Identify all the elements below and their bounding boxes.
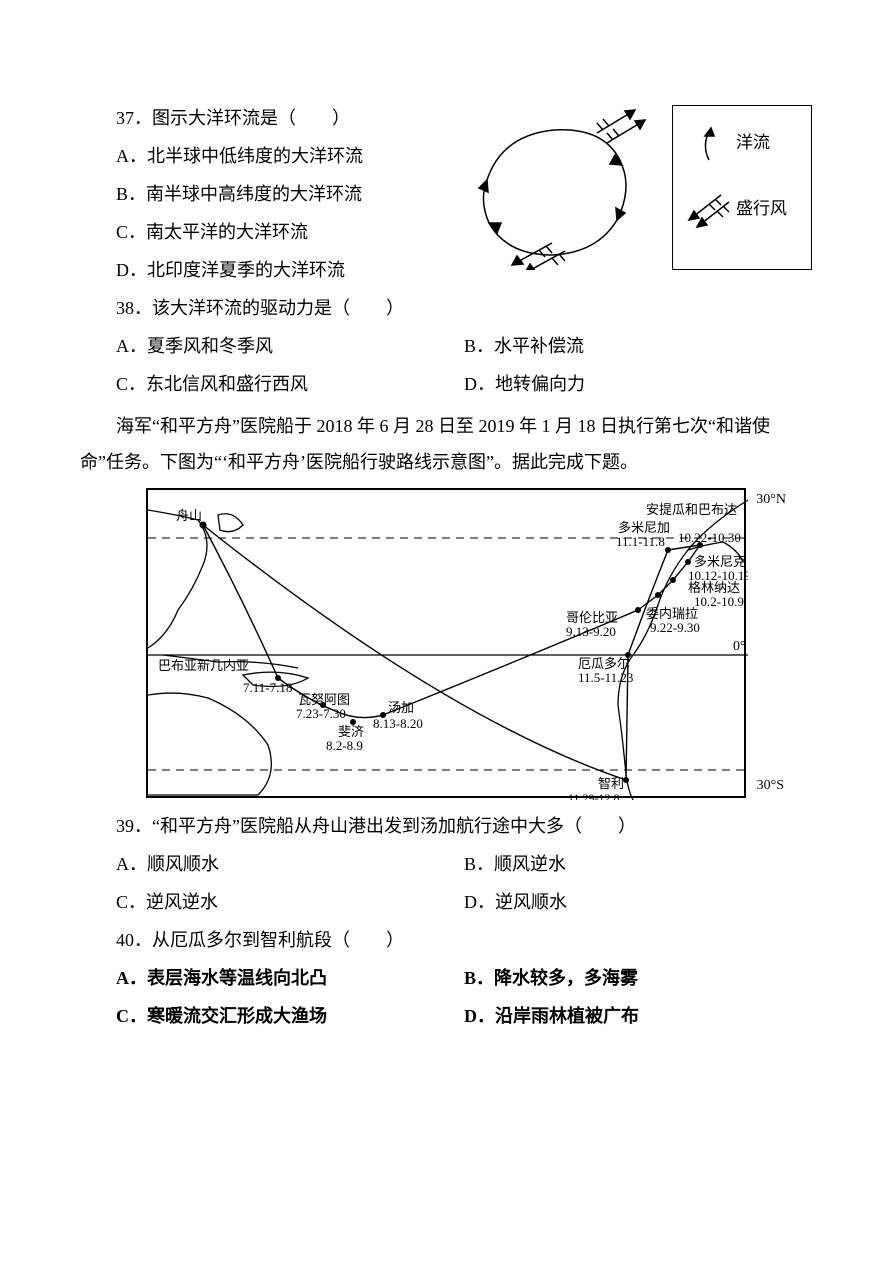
map-label-ecuador: 厄瓜多尔 <box>578 656 630 671</box>
q40-opt-b: B．降水较多，多海雾 <box>464 960 812 996</box>
map-label-tonga: 汤加 <box>388 700 414 715</box>
map-label-fiji: 斐济 <box>338 724 364 739</box>
map-label-dominican-dates: 11.1-11.8 <box>616 534 665 549</box>
legend-box: 洋流 盛行风 <box>672 105 812 270</box>
q39-opt-b: B．顺风逆水 <box>464 846 812 882</box>
q40-opt-d: D．沿岸雨林植被广布 <box>464 998 812 1034</box>
lat-30s: 30°S <box>757 772 784 800</box>
passage-1: 海军“和平方舟”医院船于 2018 年 6 月 28 日至 2019 年 1 月… <box>80 408 812 480</box>
lat-30n: 30°N <box>756 486 786 514</box>
q39-opt-d: D．逆风顺水 <box>464 884 812 920</box>
equator-label: 0° <box>733 639 746 654</box>
map-label-venezuela-dates: 9.22-9.30 <box>650 620 700 635</box>
q38-opts: A．夏季风和冬季风 B．水平补偿流 C．东北信风和盛行西风 D．地转偏向力 <box>116 328 812 404</box>
legend-label: 盛行风 <box>736 192 787 226</box>
q39-stem: 39．“和平方舟”医院船从舟山港出发到汤加航行途中大多（ ） <box>80 808 812 844</box>
map-label-fiji-dates: 8.2-8.9 <box>326 738 363 753</box>
q38-opt-b: B．水平补偿流 <box>464 328 812 364</box>
route-map-wrap: 30°N 30°S 0° <box>80 488 812 798</box>
q38-opt-d: D．地转偏向力 <box>464 366 812 402</box>
legend-label: 洋流 <box>736 126 770 160</box>
q40-opt-c: C．寒暖流交汇形成大渔场 <box>116 998 464 1034</box>
map-label-chile-dates: 11.29-12.8 <box>568 791 620 800</box>
map-label-vanuatu: 瓦努阿图 <box>298 692 350 707</box>
q40-opts: A．表层海水等温线向北凸 B．降水较多，多海雾 C．寒暖流交汇形成大渔场 D．沿… <box>116 960 812 1036</box>
map-label-dominica: 多米尼克 <box>694 554 746 569</box>
q37-opt-c: C．南太平洋的大洋环流 <box>80 214 470 250</box>
legend-item-current: 洋流 <box>681 124 803 162</box>
q38-opt-c: C．东北信风和盛行西风 <box>116 366 464 402</box>
map-label-dominica-dates: 10.12-10.19 <box>688 568 748 583</box>
q40-opt-a: A．表层海水等温线向北凸 <box>116 960 464 996</box>
map-label-colombia: 哥伦比亚 <box>566 610 618 625</box>
map-label-png: 巴布亚新几内亚 <box>158 658 249 673</box>
map-label-vanuatu-dates: 7.23-7.30 <box>296 706 346 721</box>
map-label-dominican: 多米尼加 <box>618 520 670 535</box>
top-section: 洋流 盛行风 37．图示大洋环流是（ ） A．北半球中低纬度的大洋环流 <box>80 100 812 404</box>
map-label-venezuela: 委内瑞拉 <box>646 606 698 621</box>
map-label-chile: 智利 <box>598 776 624 791</box>
gyre-diagram <box>457 105 652 270</box>
map-label-zhoushan: 舟山 <box>176 508 202 523</box>
wind-arrow-icon <box>681 190 736 228</box>
q37-block: 37．图示大洋环流是（ ） A．北半球中低纬度的大洋环流 B．南半球中高纬度的大… <box>80 100 470 288</box>
q39-opt-a: A．顺风顺水 <box>116 846 464 882</box>
q37-opt-b: B．南半球中高纬度的大洋环流 <box>80 176 470 212</box>
map-label-grenada-dates: 10.2-10.9 <box>694 594 744 609</box>
legend-item-wind: 盛行风 <box>681 190 803 228</box>
current-arrow-icon <box>681 124 736 162</box>
q39-opts: A．顺风顺水 B．顺风逆水 C．逆风逆水 D．逆风顺水 <box>116 846 812 922</box>
q40-stem: 40．从厄瓜多尔到智利航段（ ） <box>80 922 812 958</box>
map-label-tonga-dates: 8.13-8.20 <box>373 716 423 731</box>
map-label-antigua: 安提瓜和巴布达 <box>646 502 737 517</box>
q38-opt-a: A．夏季风和冬季风 <box>116 328 464 364</box>
map-label-antigua-dates: 10.22-10.30 <box>678 530 741 545</box>
q37-opt-a: A．北半球中低纬度的大洋环流 <box>80 138 470 174</box>
route-map: 30°N 30°S 0° <box>146 488 746 798</box>
q37-stem: 37．图示大洋环流是（ ） <box>80 100 470 136</box>
map-label-png-dates: 7.11-7.18 <box>243 680 292 695</box>
map-label-ecuador-dates: 11.5-11.23 <box>578 670 633 685</box>
map-label-colombia-dates: 9.13-9.20 <box>566 624 616 639</box>
q37-opt-d: D．北印度洋夏季的大洋环流 <box>80 252 470 288</box>
q39-opt-c: C．逆风逆水 <box>116 884 464 920</box>
q38-stem: 38．该大洋环流的驱动力是（ ） <box>80 290 812 326</box>
